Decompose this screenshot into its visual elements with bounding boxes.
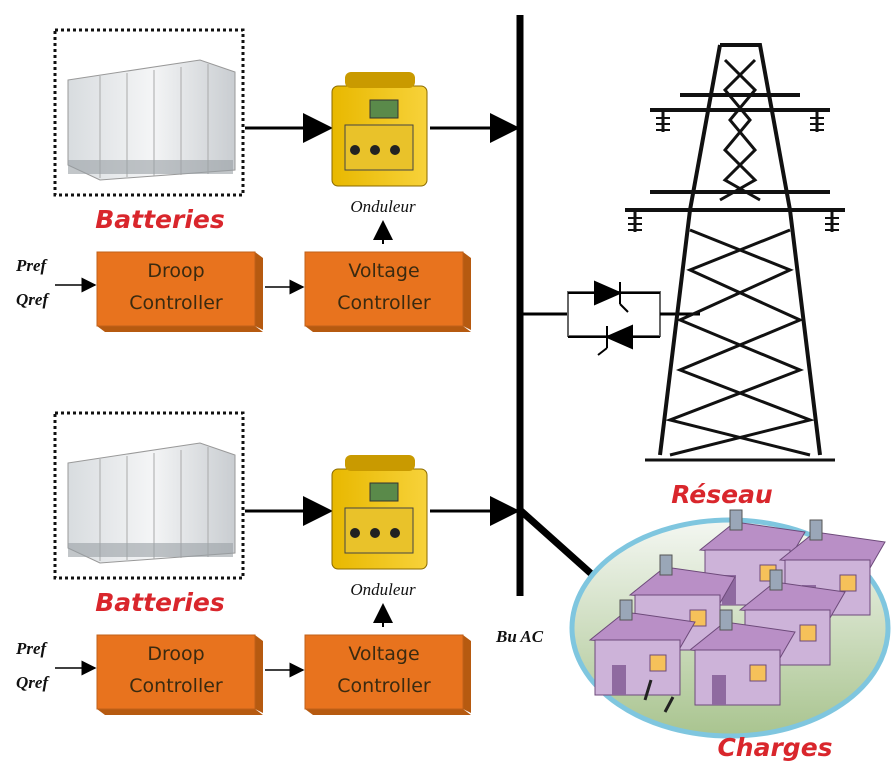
loads-icon	[572, 510, 888, 736]
house-window	[840, 575, 856, 591]
house-chimney	[810, 520, 822, 540]
cabinet-base	[68, 160, 233, 174]
inverter-top	[345, 455, 415, 471]
inverter-knob	[390, 528, 400, 538]
house-window	[650, 655, 666, 671]
voltage-controller-text: Controller	[337, 292, 431, 314]
units: Batteries Onduleur Droop Controller Voltage C…	[15, 30, 517, 715]
voltage-controller-text: Controller	[337, 675, 431, 697]
house-door	[712, 675, 726, 705]
droop-controller-text: Droop	[147, 643, 204, 665]
house-window	[800, 625, 816, 641]
droop-controller-text: Droop	[147, 260, 204, 282]
house-chimney	[730, 510, 742, 530]
inverter-screen	[370, 483, 398, 501]
battery-label: Batteries	[95, 205, 225, 234]
droop-controller-text: Controller	[129, 675, 223, 697]
inverter-label: Onduleur	[350, 580, 416, 599]
cabinet-base	[68, 543, 233, 557]
inverter-knob	[350, 145, 360, 155]
bus-label: Bu AC	[495, 627, 544, 646]
input-label: Pref	[15, 639, 49, 658]
inverter-knob	[370, 528, 380, 538]
voltage-controller-text: Voltage	[348, 260, 419, 282]
house-chimney	[720, 610, 732, 630]
house-window	[750, 665, 766, 681]
input-label: Qref	[16, 290, 50, 309]
house-wall	[595, 640, 680, 695]
loads-label: Charges	[717, 733, 832, 762]
battery-label: Batteries	[95, 588, 225, 617]
house-chimney	[770, 570, 782, 590]
input-label: Qref	[16, 673, 50, 692]
inverter-knob	[350, 528, 360, 538]
house-chimney	[660, 555, 672, 575]
power-unit: Batteries Onduleur Droop Controller Voltage C…	[15, 413, 517, 715]
diagram: Batteries Onduleur Droop Controller Voltage C…	[0, 0, 892, 767]
inverter-label: Onduleur	[350, 197, 416, 216]
inverter-top	[345, 72, 415, 88]
voltage-controller-text: Voltage	[348, 643, 419, 665]
input-label: Pref	[15, 256, 49, 275]
house-chimney	[620, 600, 632, 620]
grid-label: Réseau	[671, 480, 773, 509]
pylon	[625, 45, 845, 460]
inverter-screen	[370, 100, 398, 118]
inverter-knob	[370, 145, 380, 155]
house-door	[612, 665, 626, 695]
power-unit: Batteries Onduleur Droop Controller Voltage C…	[15, 30, 517, 332]
house-wall	[695, 650, 780, 705]
droop-controller-text: Controller	[129, 292, 223, 314]
inverter-knob	[390, 145, 400, 155]
ac-bus	[520, 15, 596, 596]
